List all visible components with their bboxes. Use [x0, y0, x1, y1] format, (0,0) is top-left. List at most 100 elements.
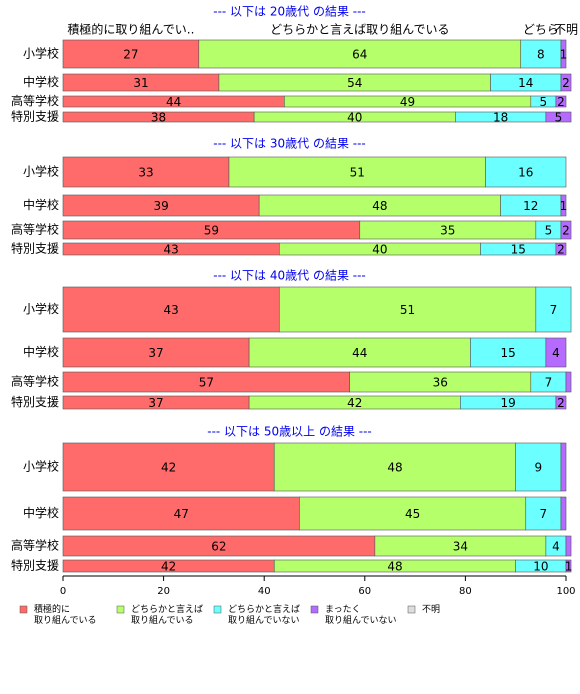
value-label: 16	[518, 166, 533, 180]
bar-segment	[62, 286, 280, 333]
value-label: 39	[153, 199, 168, 213]
annotation: どちらかと言えば取り組んでいる	[270, 23, 449, 37]
bar-segment	[565, 559, 572, 573]
value-label: 44	[352, 346, 367, 360]
value-label: 5	[555, 111, 563, 125]
bar-segment	[62, 39, 200, 69]
bar-segment	[555, 395, 567, 410]
value-label: 48	[387, 461, 402, 475]
legend-label: どちらかと言えば取り組んでいない	[228, 603, 300, 626]
value-label: 57	[199, 376, 214, 390]
value-label: 7	[550, 303, 558, 317]
legend-label: まったく取り組んでいない	[325, 604, 397, 626]
bar-segment	[228, 156, 486, 188]
x-tick-label: 0	[60, 586, 66, 597]
legend-label: 積極的に取り組んでいる	[34, 603, 97, 626]
bar-segment	[565, 371, 572, 393]
group-title: --- 以下は 50歳以上 の結果 ---	[207, 425, 372, 439]
bar-segment	[560, 39, 567, 69]
x-tick-label: 40	[258, 586, 271, 597]
value-label: 42	[161, 461, 176, 475]
y-tick-label: 高等学校	[11, 538, 59, 553]
y-tick-label: 特別支援	[11, 109, 59, 124]
value-label: 10	[533, 560, 548, 574]
legend-swatch	[116, 605, 125, 614]
value-label: 2	[557, 243, 565, 257]
annotation: どちら	[523, 23, 559, 37]
value-label: 7	[545, 376, 553, 390]
value-label: 31	[133, 76, 148, 90]
value-label: 5	[545, 224, 553, 238]
bar-segment	[485, 156, 567, 188]
value-label: 5	[540, 95, 548, 109]
value-label: 34	[453, 540, 468, 554]
x-tick-label: 100	[556, 586, 575, 597]
value-label: 4	[552, 540, 560, 554]
bar-segment	[198, 39, 522, 69]
value-label: 59	[204, 224, 219, 238]
bar-segment	[525, 496, 562, 531]
value-label: 7	[540, 507, 548, 521]
legend-swatch	[19, 605, 28, 614]
group-title: --- 以下は 20歳代 の結果 ---	[213, 5, 366, 19]
group-title: --- 以下は 30歳代 の結果 ---	[213, 137, 366, 151]
annotation: 積極的に取り組んでい..	[67, 22, 194, 37]
value-label: 62	[211, 540, 226, 554]
value-label: 15	[511, 243, 526, 257]
bar-segment	[62, 496, 300, 531]
value-label: 18	[493, 111, 508, 125]
bar-segment	[560, 496, 567, 531]
y-tick-label: 中学校	[23, 74, 59, 89]
y-tick-label: 小学校	[23, 459, 59, 474]
y-tick-label: 中学校	[23, 505, 59, 520]
value-label: 42	[347, 396, 362, 410]
value-label: 12	[523, 199, 538, 213]
y-tick-label: 高等学校	[11, 222, 59, 237]
legend-swatch	[407, 605, 416, 614]
value-label: 54	[347, 76, 362, 90]
bar-segment	[470, 337, 547, 368]
value-label: 49	[400, 95, 415, 109]
bar-segment	[560, 442, 567, 492]
y-tick-label: 小学校	[23, 46, 59, 61]
y-tick-label: 小学校	[23, 301, 59, 316]
value-label: 2	[562, 76, 570, 90]
value-label: 15	[501, 346, 516, 360]
value-label: 44	[166, 95, 181, 109]
bar-segment	[520, 39, 562, 69]
value-label: 33	[138, 166, 153, 180]
legend-label: どちらかと言えば取り組んでいる	[131, 603, 203, 626]
value-label: 2	[562, 224, 570, 238]
value-label: 37	[148, 396, 163, 410]
value-label: 51	[400, 303, 415, 317]
y-tick-label: 特別支援	[11, 241, 59, 256]
bar-segment	[545, 111, 572, 123]
legend-swatch	[213, 605, 222, 614]
bar-segment	[62, 156, 230, 188]
value-label: 48	[372, 199, 387, 213]
y-tick-label: 高等学校	[11, 93, 59, 108]
bar-segment	[555, 242, 567, 256]
value-label: 48	[387, 560, 402, 574]
value-label: 36	[433, 376, 448, 390]
value-label: 2	[557, 396, 565, 410]
y-tick-label: 中学校	[23, 344, 59, 359]
bar-segment	[560, 194, 567, 217]
value-label: 42	[161, 560, 176, 574]
value-label: 35	[440, 224, 455, 238]
bar-segment	[62, 442, 275, 492]
x-tick-label: 60	[358, 586, 371, 597]
value-label: 9	[535, 461, 543, 475]
value-label: 1	[560, 48, 568, 62]
value-label: 2	[557, 95, 565, 109]
bar-segment	[565, 535, 572, 557]
value-label: 19	[501, 396, 516, 410]
y-tick-label: 高等学校	[11, 374, 59, 389]
value-label: 40	[372, 243, 387, 257]
bar-segment	[248, 337, 471, 368]
legend-swatch	[310, 605, 319, 614]
value-label: 37	[148, 346, 163, 360]
value-label: 40	[347, 111, 362, 125]
value-label: 45	[405, 507, 420, 521]
